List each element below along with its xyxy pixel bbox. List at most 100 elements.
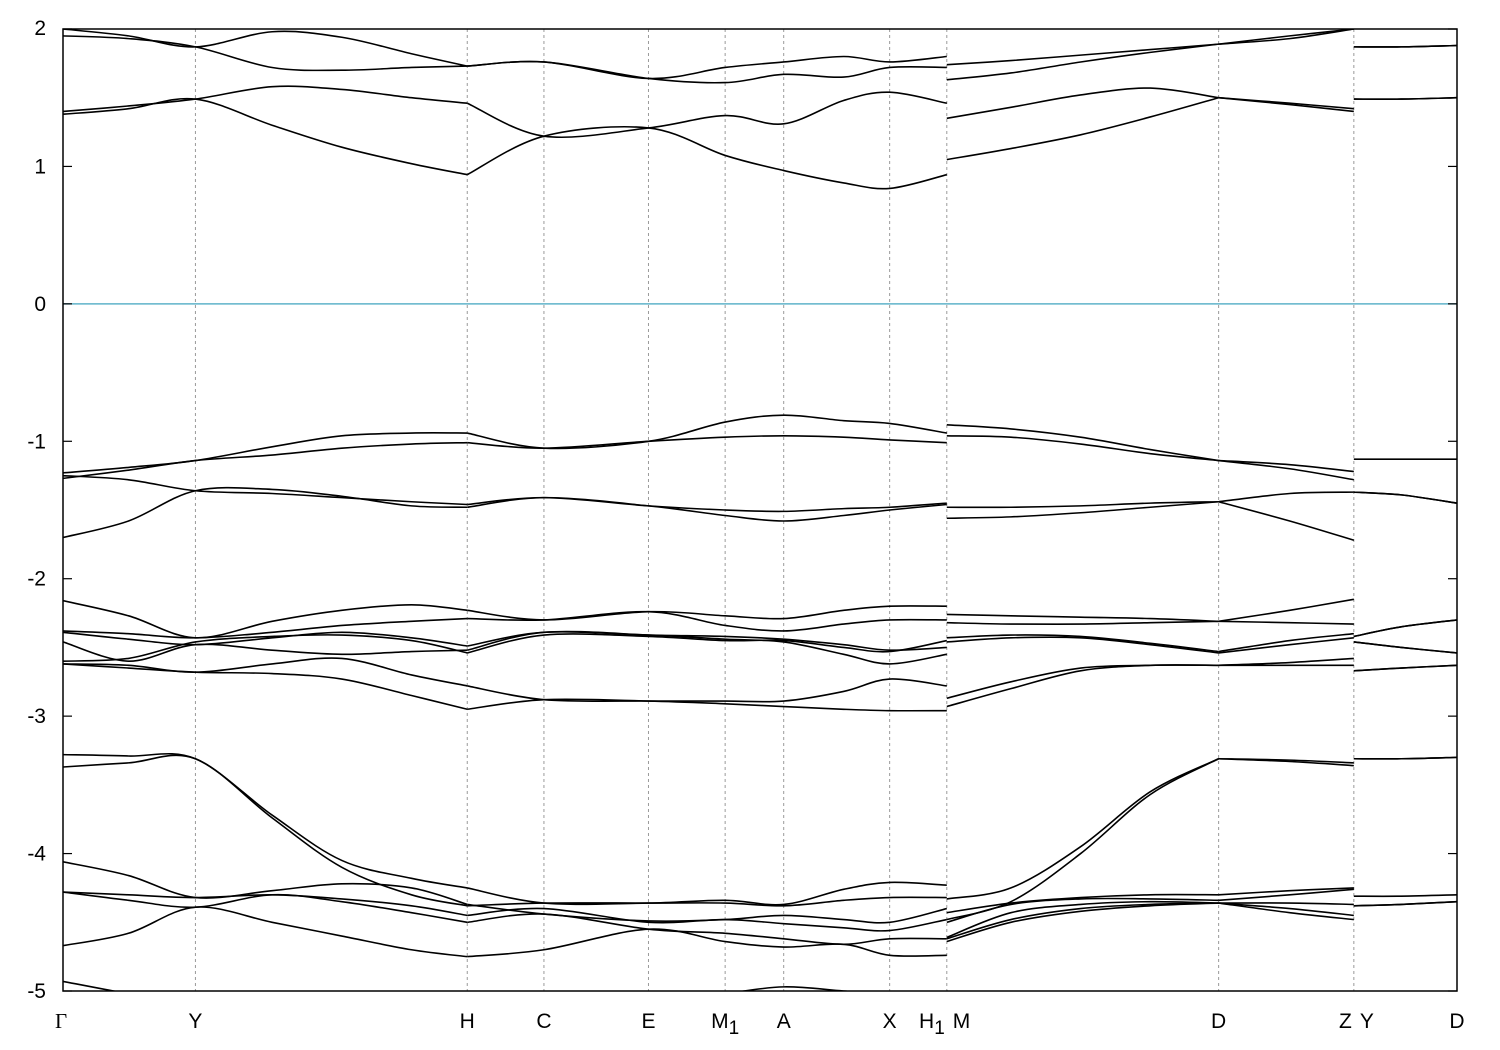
band-seg2-line-3 bbox=[946, 96, 1219, 161]
y-tick-label-3: -1 bbox=[27, 430, 46, 453]
band-seg2-line-4 bbox=[946, 423, 1219, 462]
band-seg2-line-10 bbox=[946, 634, 1219, 653]
band-seg1-line-0 bbox=[467, 60, 947, 84]
band-seg0-line-13 bbox=[63, 657, 468, 687]
band-seg2-line-14 bbox=[946, 758, 1219, 900]
band-seg2-line-1 bbox=[946, 43, 1219, 81]
band-seg3-line-4 bbox=[1218, 459, 1354, 473]
band-seg0-line-4 bbox=[63, 432, 468, 474]
band-seg0-line-0 bbox=[63, 29, 468, 67]
band-seg3-line-8 bbox=[1218, 598, 1354, 623]
kpoint-label-0: Γ bbox=[55, 1009, 67, 1033]
kpoint-label-9: M bbox=[953, 1010, 971, 1033]
band-seg2-line-6 bbox=[946, 500, 1219, 509]
y-tick-label-1: 1 bbox=[34, 155, 46, 178]
band-seg2-line-7 bbox=[946, 500, 1219, 520]
band-seg1-line-6 bbox=[467, 496, 947, 513]
band-seg1-line-13 bbox=[467, 678, 947, 703]
band-seg1-line-10 bbox=[467, 631, 947, 652]
band-seg2-line-19 bbox=[946, 902, 1219, 940]
kpoint-label-1: Y bbox=[188, 1010, 202, 1033]
band-seg2-line-21 bbox=[946, 990, 951, 991]
band-seg1-line-20 bbox=[467, 928, 947, 958]
band-seg2-line-9 bbox=[946, 620, 1219, 626]
band-seg0-line-10 bbox=[63, 631, 468, 647]
band-seg3-line-11 bbox=[1218, 637, 1354, 654]
band-lines bbox=[63, 29, 1457, 991]
band-seg3-line-0 bbox=[1218, 29, 1354, 45]
band-seg0-line-12 bbox=[63, 634, 468, 662]
band-seg2-line-2 bbox=[946, 87, 1219, 120]
kpoint-label-4: E bbox=[641, 1010, 655, 1033]
band-seg0-line-11 bbox=[63, 641, 468, 662]
y-tick-label-6: -4 bbox=[27, 843, 46, 866]
x-axis-kpoint-labels: Γ Y H C E M1 A X H1 M D Z Y D bbox=[55, 1009, 1465, 1039]
band-seg1-line-5 bbox=[467, 434, 947, 449]
kpoint-label-5: M1 bbox=[711, 1010, 739, 1039]
segment-boundaries bbox=[947, 29, 1354, 991]
band-seg1-line-18 bbox=[467, 907, 947, 932]
plot-frame bbox=[62, 28, 1458, 992]
band-seg1-line-11 bbox=[467, 630, 947, 665]
band-seg3-line-17 bbox=[1218, 888, 1354, 902]
band-seg3-line-3 bbox=[1218, 96, 1354, 110]
band-seg1-line-2 bbox=[466, 91, 947, 139]
band-seg1-line-4 bbox=[467, 414, 947, 450]
band-seg1-line-15 bbox=[467, 881, 947, 906]
band-seg0-line-1 bbox=[63, 35, 468, 72]
band-seg4-line-3 bbox=[1353, 96, 1457, 100]
band-seg2-line-20 bbox=[946, 902, 1219, 943]
kpoint-label-7: X bbox=[883, 1010, 897, 1033]
band-seg0-line-7 bbox=[63, 486, 468, 539]
band-seg0-line-15 bbox=[63, 752, 468, 889]
band-seg2-line-0 bbox=[946, 43, 1219, 66]
band-seg0-line-2 bbox=[63, 85, 468, 113]
kpoint-grid-lines bbox=[194, 29, 1355, 991]
band-seg3-line-12 bbox=[1218, 657, 1354, 667]
band-seg2-line-11 bbox=[946, 636, 1219, 654]
band-seg0-line-5 bbox=[63, 441, 468, 480]
y-tick-label-2: 0 bbox=[34, 293, 46, 316]
band-seg4-line-1 bbox=[1353, 44, 1457, 48]
band-seg2-line-5 bbox=[946, 434, 1219, 462]
band-seg3-line-15 bbox=[1218, 757, 1354, 767]
band-seg3-line-9 bbox=[1218, 620, 1354, 625]
band-seg2-line-18 bbox=[946, 900, 1219, 939]
kpoint-label-6: A bbox=[777, 1010, 791, 1033]
band-seg1-line-7 bbox=[467, 496, 947, 522]
band-seg0-line-14 bbox=[63, 663, 468, 711]
band-seg1-line-9 bbox=[467, 610, 947, 632]
band-seg0-line-6 bbox=[63, 474, 468, 506]
band-seg1-line-12 bbox=[467, 633, 947, 654]
band-seg3-line-19 bbox=[1218, 902, 1354, 917]
kpoint-label-12: Y bbox=[1360, 1010, 1374, 1033]
band-seg3-line-16 bbox=[1218, 887, 1354, 896]
band-seg4-line-15 bbox=[1353, 894, 1457, 898]
band-seg4-line-6 bbox=[1353, 491, 1457, 504]
band-seg2-line-16 bbox=[946, 893, 1219, 914]
band-seg4-line-8 bbox=[1353, 619, 1457, 638]
band-seg4-line-14 bbox=[1353, 756, 1457, 760]
y-tick-label-5: -3 bbox=[27, 705, 46, 728]
y-tick-label-7: -5 bbox=[27, 980, 46, 1003]
band-seg1-line-19 bbox=[467, 913, 947, 946]
band-seg3-line-18 bbox=[1218, 902, 1354, 906]
band-seg1-line-14 bbox=[467, 698, 947, 712]
band-seg3-line-1 bbox=[1218, 29, 1354, 45]
y-axis-ticks: 2 1 0 -1 -2 -3 -4 -5 bbox=[27, 17, 1457, 1003]
band-seg0-line-3 bbox=[63, 97, 468, 176]
band-seg0-line-17 bbox=[63, 861, 468, 906]
band-seg4-line-17 bbox=[1353, 900, 1457, 907]
band-seg2-line-8 bbox=[946, 613, 1219, 623]
y-tick-label-0: 2 bbox=[34, 17, 46, 40]
band-seg4-line-12 bbox=[1353, 664, 1457, 672]
band-seg1-line-21 bbox=[738, 986, 856, 991]
kpoint-label-3: C bbox=[536, 1010, 551, 1033]
band-seg2-line-15 bbox=[946, 758, 1220, 921]
band-seg0-line-20 bbox=[63, 906, 468, 958]
kpoint-label-11: Z bbox=[1339, 1010, 1352, 1033]
kpoint-label-13: D bbox=[1449, 1010, 1464, 1033]
y-tick-label-4: -2 bbox=[27, 568, 46, 591]
band-seg2-line-17 bbox=[946, 897, 1219, 924]
